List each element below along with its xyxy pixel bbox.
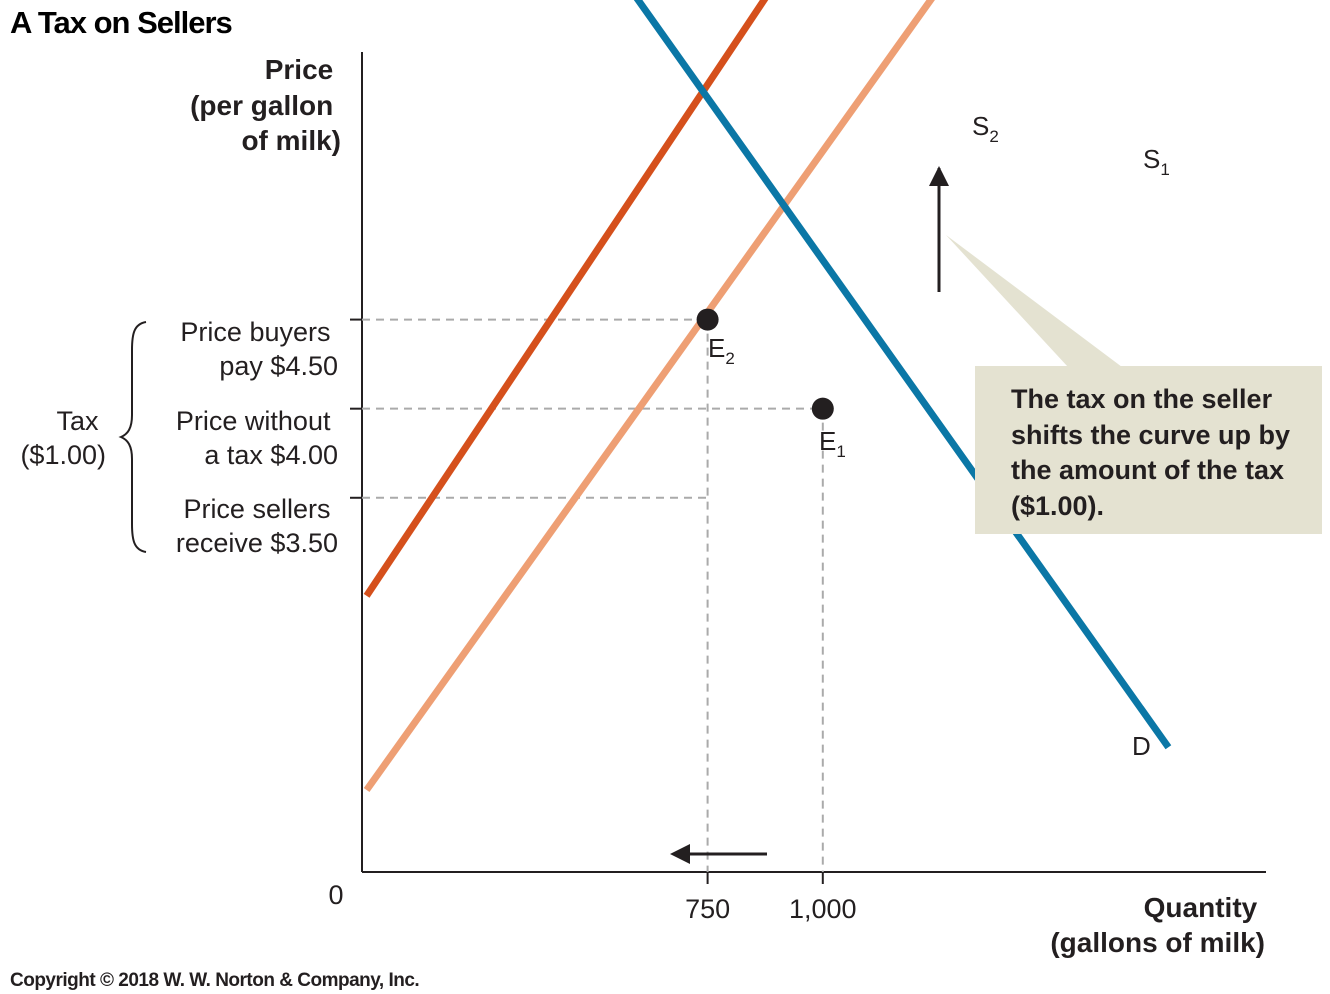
copyright: Copyright © 2018 W. W. Norton & Company,… (10, 970, 419, 991)
origin-label: 0 (328, 880, 343, 910)
x-axis-label: Quantity (gallons of milk) (1050, 892, 1265, 958)
annotation-text: The tax on the seller shifts the curve u… (1011, 384, 1298, 521)
equilibrium-point-e1 (811, 397, 834, 420)
price-label-sellers: Price sellers receive $3.50 (176, 494, 338, 558)
guide-lines (350, 318, 824, 872)
annotation-box (975, 366, 1322, 534)
equilibrium-label-e1: E1 (819, 426, 846, 461)
equilibrium-point-e2 (696, 308, 719, 331)
price-label-buyers: Price buyers pay $4.50 (180, 317, 338, 381)
shift-up-arrowhead (929, 166, 949, 186)
equilibrium-label-e2: E2 (708, 333, 735, 368)
curves (363, 0, 1172, 793)
x-tick-label: 1,000 (789, 894, 857, 924)
equilibrium-points (696, 308, 834, 420)
quantity-decrease-arrowhead (670, 844, 690, 864)
price-label-without-tax: Price without a tax $4.00 (176, 406, 338, 470)
axis-ticks: 750 1,000 (685, 872, 857, 924)
curve-s2 (363, 0, 769, 598)
tax-label: Tax ($1.00) (20, 406, 106, 470)
curve-label-s2: S2 (972, 111, 999, 146)
curve-label-d: D (1132, 731, 1151, 761)
curve-s1 (363, 0, 935, 793)
curve-label-s1: S1 (1143, 144, 1170, 179)
x-tick-label: 750 (685, 894, 730, 924)
chart-title: A Tax on Sellers (10, 5, 232, 40)
y-axis-label: Price (per gallon of milk) (190, 54, 341, 156)
curve-d (633, 0, 1172, 750)
annotation-pointer (946, 235, 1122, 367)
tax-brace (118, 321, 147, 553)
